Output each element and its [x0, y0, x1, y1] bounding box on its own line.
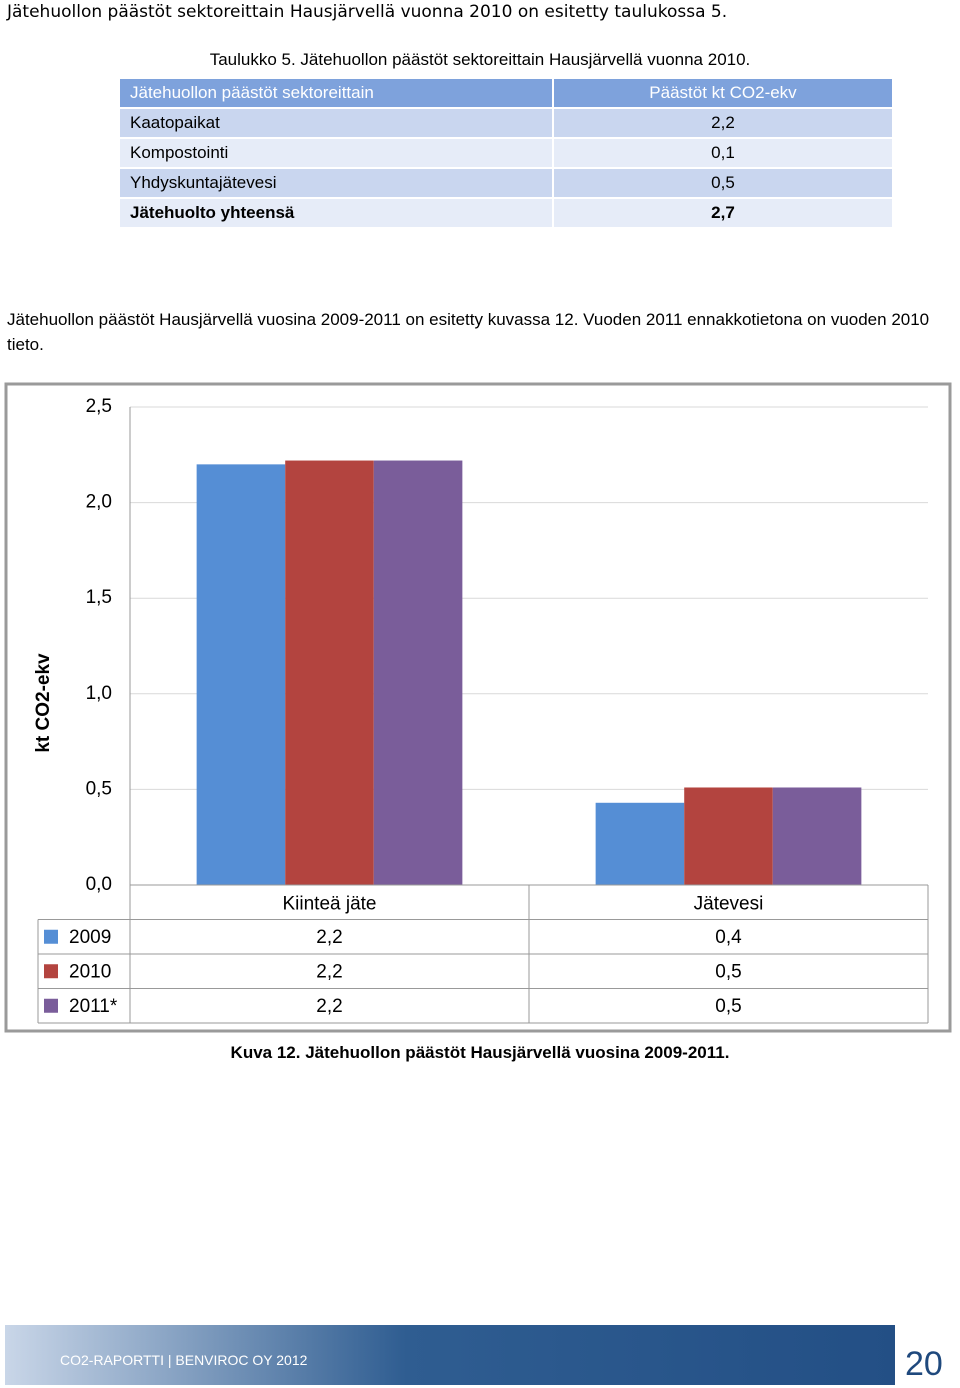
paragraph: Jätehuollon päästöt Hausjärvellä vuosina… [7, 310, 930, 354]
cell: Yhdyskuntajätevesi [118, 167, 554, 199]
cell: 2,2 [552, 107, 894, 139]
cell: 0,1 [552, 137, 894, 169]
value-label: 0,5 [715, 961, 741, 982]
y-tick-label: 0,5 [86, 778, 112, 799]
value-label: 0,5 [715, 996, 741, 1017]
footer-band [5, 1325, 895, 1385]
bar [373, 460, 463, 885]
legend-label: 2010 [69, 961, 111, 982]
legend-swatch [44, 998, 58, 1013]
y-tick-label: 2,0 [86, 492, 112, 513]
bar [595, 802, 685, 885]
legend-swatch [44, 929, 58, 944]
footer-text: CO2-RAPORTTI | BENVIROC OY 2012 [60, 1352, 308, 1368]
value-label: 2,2 [316, 996, 342, 1017]
y-axis-label: kt CO2-ekv [33, 653, 54, 753]
table: Jätehuollon päästöt sektoreittain Päästöt… [118, 77, 894, 229]
intro-text: Jätehuollon päästöt sektoreittain Hausjä… [7, 2, 728, 22]
header-cell: Jätehuollon päästöt sektoreittain [118, 77, 554, 109]
table-caption: Taulukko 5. Jätehuollon päästöt sektorei… [209, 50, 751, 69]
cell: Kaatopaikat [118, 107, 554, 139]
header-cell: Päästöt kt CO2-ekv [552, 77, 894, 109]
figure-caption: Kuva 12. Jätehuollon päästöt Hausjärvell… [230, 1043, 730, 1062]
value-label: 2,2 [316, 961, 342, 982]
y-tick-label: 2,5 [86, 396, 112, 417]
value-label: 0,4 [715, 927, 742, 948]
cell: 0,5 [552, 167, 894, 199]
y-tick-label: 0,0 [86, 874, 112, 895]
y-tick-label: 1,0 [86, 683, 112, 704]
cell: 2,7 [552, 197, 894, 229]
page-number: 20 [905, 1345, 943, 1383]
bar [684, 787, 773, 885]
legend-swatch [44, 964, 58, 979]
value-label: 2,2 [316, 927, 342, 948]
y-tick-label: 1,5 [86, 587, 112, 608]
category-label: Kiinteä jäte [282, 893, 376, 914]
chart: kt CO2-ekv 0,0 0,5 1,0 1,5 2,0 2,5 Kiinteä jät… [4, 382, 952, 1033]
bar [285, 460, 374, 885]
category-label: Jätevesi [694, 893, 764, 914]
legend-label: 2009 [69, 927, 111, 948]
bar [196, 464, 286, 885]
cell: Kompostointi [118, 137, 554, 169]
cell: Jätehuolto yhteensä [118, 197, 554, 229]
bar [772, 787, 862, 885]
chart-frame [4, 382, 952, 1033]
legend-label: 2011* [69, 996, 118, 1017]
